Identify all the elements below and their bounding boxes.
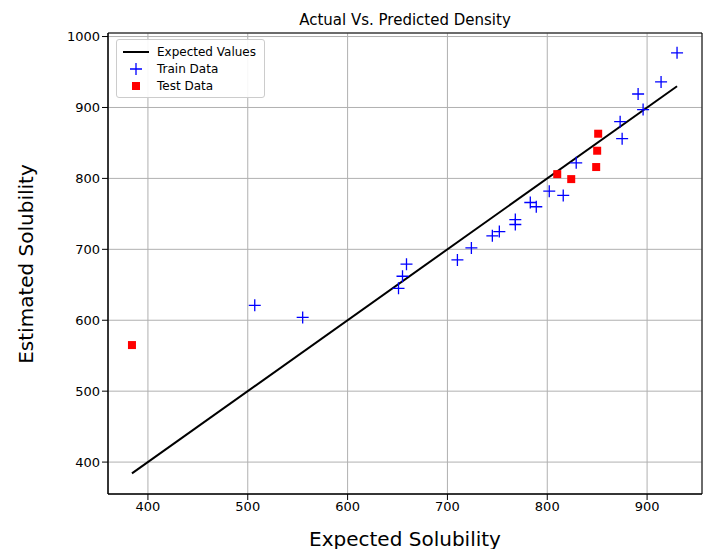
svg-text:1000: 1000 [67,29,100,44]
svg-text:600: 600 [75,313,100,328]
svg-text:500: 500 [75,384,100,399]
svg-text:500: 500 [235,499,260,514]
svg-text:900: 900 [75,100,100,115]
svg-text:900: 900 [635,499,660,514]
svg-text:800: 800 [535,499,560,514]
svg-text:400: 400 [136,499,161,514]
svg-text:400: 400 [75,455,100,470]
svg-text:600: 600 [335,499,360,514]
html-text:Expected Solubility: Expected Solubility [309,527,501,551]
html-text:Test Data: Test Data [157,78,214,93]
html-text:Train Data: Train Data [157,61,219,76]
svg-text:800: 800 [75,171,100,186]
html-text:Estimated Solubility: Estimated Solubility [14,163,38,364]
html-text:Expected Values: Expected Values [157,44,256,59]
svg-text:700: 700 [75,242,100,257]
html-text:Actual Vs. Predicted Density: Actual Vs. Predicted Density [299,11,511,29]
svg-text:700: 700 [435,499,460,514]
